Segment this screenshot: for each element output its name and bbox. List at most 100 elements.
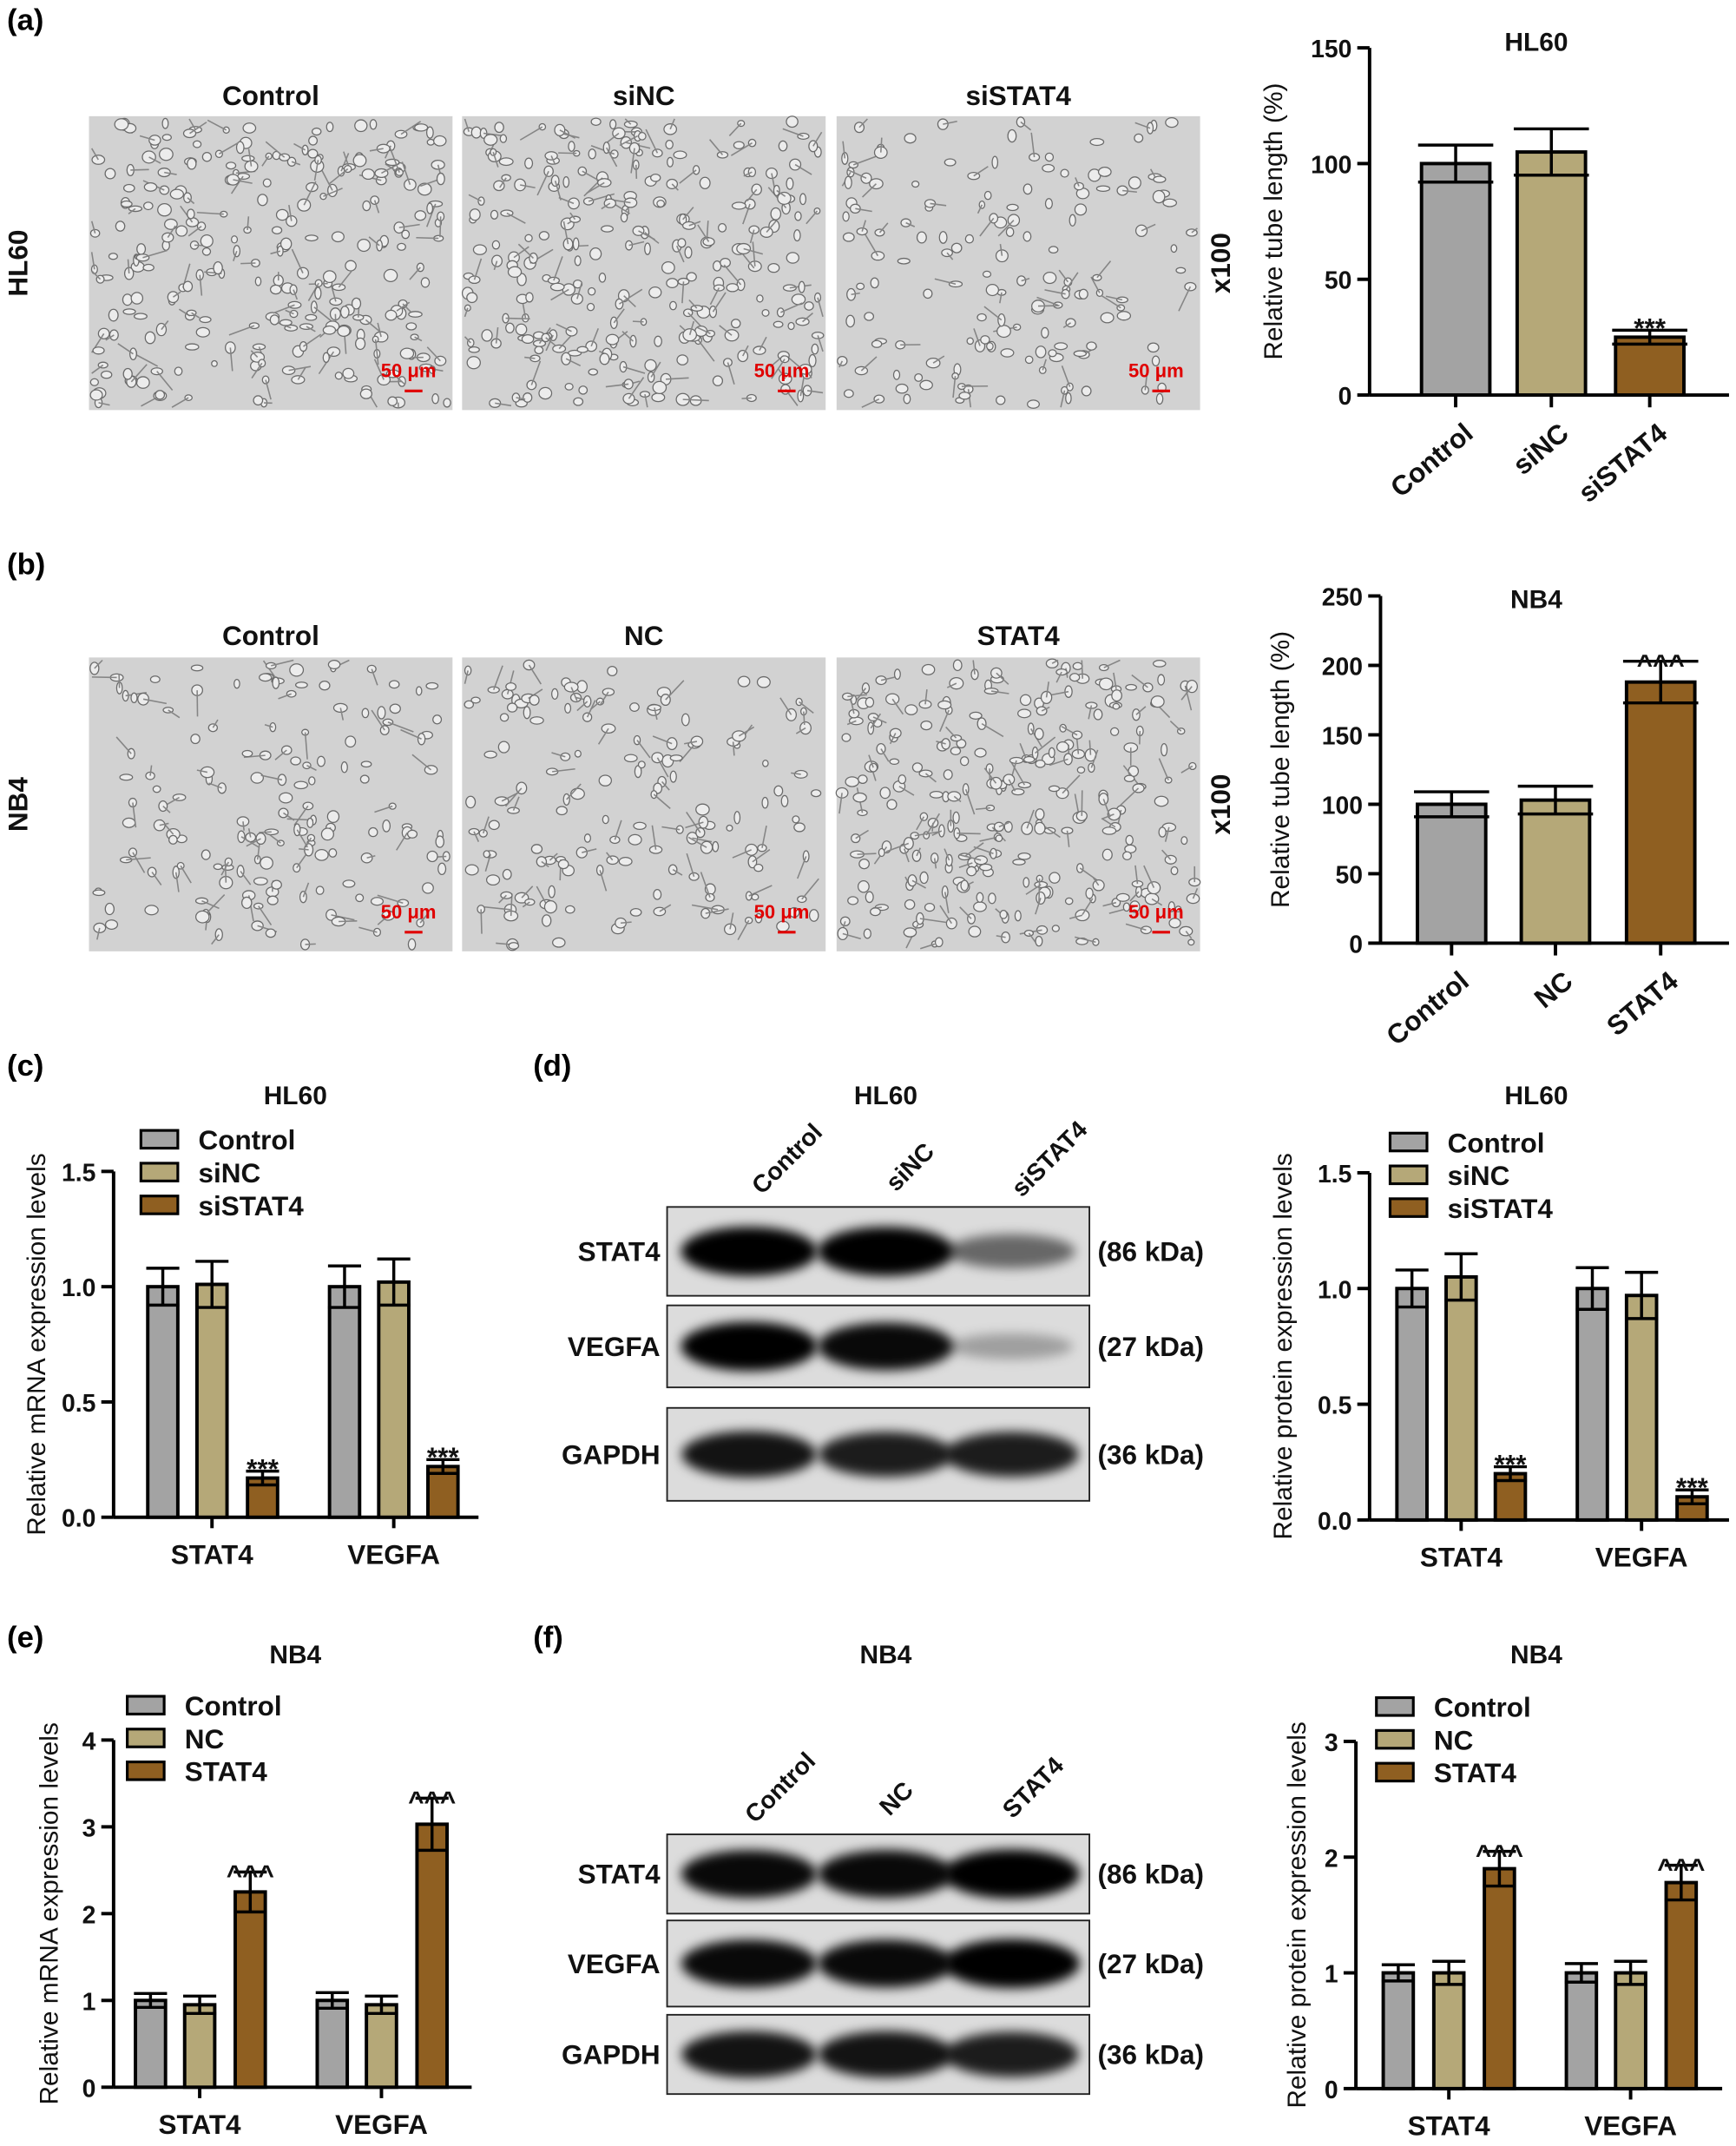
cell bbox=[326, 122, 334, 133]
cell bbox=[331, 231, 345, 243]
tube-segment bbox=[806, 210, 819, 225]
tube-segment bbox=[944, 848, 950, 861]
cell bbox=[464, 864, 479, 876]
cell bbox=[1078, 288, 1088, 300]
tube-segment bbox=[562, 221, 569, 245]
tube-segment bbox=[630, 148, 635, 174]
cell bbox=[777, 191, 792, 205]
tube-segment bbox=[686, 852, 695, 878]
tube-segment bbox=[1035, 736, 1056, 754]
cell bbox=[656, 200, 666, 207]
cell bbox=[494, 122, 504, 134]
cell bbox=[990, 847, 997, 859]
cell bbox=[1060, 168, 1069, 178]
cell bbox=[583, 833, 592, 843]
cell bbox=[104, 168, 116, 180]
legend-swatch bbox=[1375, 1761, 1415, 1783]
cell bbox=[152, 785, 161, 793]
cell bbox=[326, 810, 340, 824]
cell bbox=[911, 180, 920, 188]
cell bbox=[465, 795, 477, 809]
cell bbox=[1048, 785, 1061, 793]
bar bbox=[1614, 1971, 1647, 2090]
tube-segment bbox=[842, 932, 861, 940]
cell bbox=[1174, 905, 1182, 912]
tube-segment bbox=[847, 694, 868, 698]
cell bbox=[369, 119, 378, 130]
tube-segment bbox=[919, 918, 947, 924]
cell bbox=[385, 309, 398, 321]
tube-segment bbox=[218, 142, 239, 155]
cell bbox=[924, 902, 936, 912]
tube-segment bbox=[1101, 813, 1115, 820]
tube-segment bbox=[1134, 122, 1151, 129]
cell bbox=[609, 119, 617, 130]
lane-label: STAT4 bbox=[997, 1752, 1069, 1824]
tube-segment bbox=[645, 128, 659, 154]
y-tick-label: 3 bbox=[1325, 1729, 1338, 1757]
cell bbox=[652, 380, 667, 395]
tube-segment bbox=[681, 281, 685, 304]
cell bbox=[726, 283, 740, 293]
tube-segment bbox=[313, 306, 332, 322]
cell bbox=[1017, 781, 1032, 789]
tube-segment bbox=[1062, 322, 1071, 329]
y-tick-label: 50 bbox=[1335, 861, 1363, 889]
tube-segment bbox=[885, 842, 910, 852]
cell bbox=[648, 286, 662, 299]
cell bbox=[523, 659, 536, 671]
cell bbox=[399, 347, 415, 359]
cell bbox=[269, 284, 282, 295]
cell bbox=[1027, 399, 1040, 409]
cell bbox=[692, 165, 700, 175]
scale-bar-label: 50 μm bbox=[754, 360, 810, 382]
cell bbox=[1005, 227, 1015, 237]
micrograph-title: siSTAT4 bbox=[966, 80, 1072, 111]
cell bbox=[401, 229, 411, 240]
tube-segment bbox=[132, 852, 146, 873]
cell bbox=[241, 749, 253, 758]
cell bbox=[578, 385, 589, 395]
significance-marker: ^^^ bbox=[227, 1860, 274, 1891]
tube-segment bbox=[1158, 758, 1169, 780]
protein-band bbox=[943, 1849, 1081, 1899]
cell bbox=[326, 908, 337, 921]
tube-segment bbox=[752, 849, 771, 863]
cell bbox=[370, 897, 385, 906]
cell bbox=[271, 879, 282, 890]
cell bbox=[1035, 759, 1046, 768]
tube-segment bbox=[975, 806, 990, 811]
tube-segment bbox=[967, 389, 972, 408]
cell bbox=[114, 118, 129, 131]
cell bbox=[388, 680, 400, 689]
tube-segment bbox=[307, 282, 319, 301]
tube-segment bbox=[545, 337, 557, 347]
cell bbox=[548, 885, 556, 899]
tube-segment bbox=[855, 829, 869, 839]
tube-segment bbox=[196, 211, 224, 215]
tube-segment bbox=[296, 852, 308, 869]
tube-segment bbox=[288, 365, 312, 372]
tube-segment bbox=[199, 274, 203, 296]
cell bbox=[570, 787, 585, 800]
y-tick-label: 1 bbox=[1325, 1961, 1338, 1989]
cell bbox=[1092, 273, 1102, 281]
chart-title: HL60 bbox=[1504, 1082, 1568, 1110]
y-tick-label: 150 bbox=[1322, 722, 1363, 750]
y-tick-label: 200 bbox=[1322, 653, 1363, 681]
tube-segment bbox=[306, 326, 316, 332]
y-tick-label: 250 bbox=[1322, 584, 1363, 612]
tube-segment bbox=[650, 361, 661, 378]
cell bbox=[712, 840, 720, 852]
cell bbox=[523, 392, 533, 403]
tube-segment bbox=[425, 203, 437, 227]
protein-band bbox=[681, 1850, 818, 1899]
cell bbox=[345, 735, 357, 748]
cell bbox=[665, 139, 674, 150]
significance-marker: ^^^ bbox=[1476, 1839, 1523, 1870]
cell bbox=[469, 208, 481, 221]
cell bbox=[530, 844, 543, 854]
legend-label: STAT4 bbox=[185, 1756, 268, 1787]
tube-segment bbox=[305, 943, 316, 945]
tube-segment bbox=[339, 708, 345, 721]
